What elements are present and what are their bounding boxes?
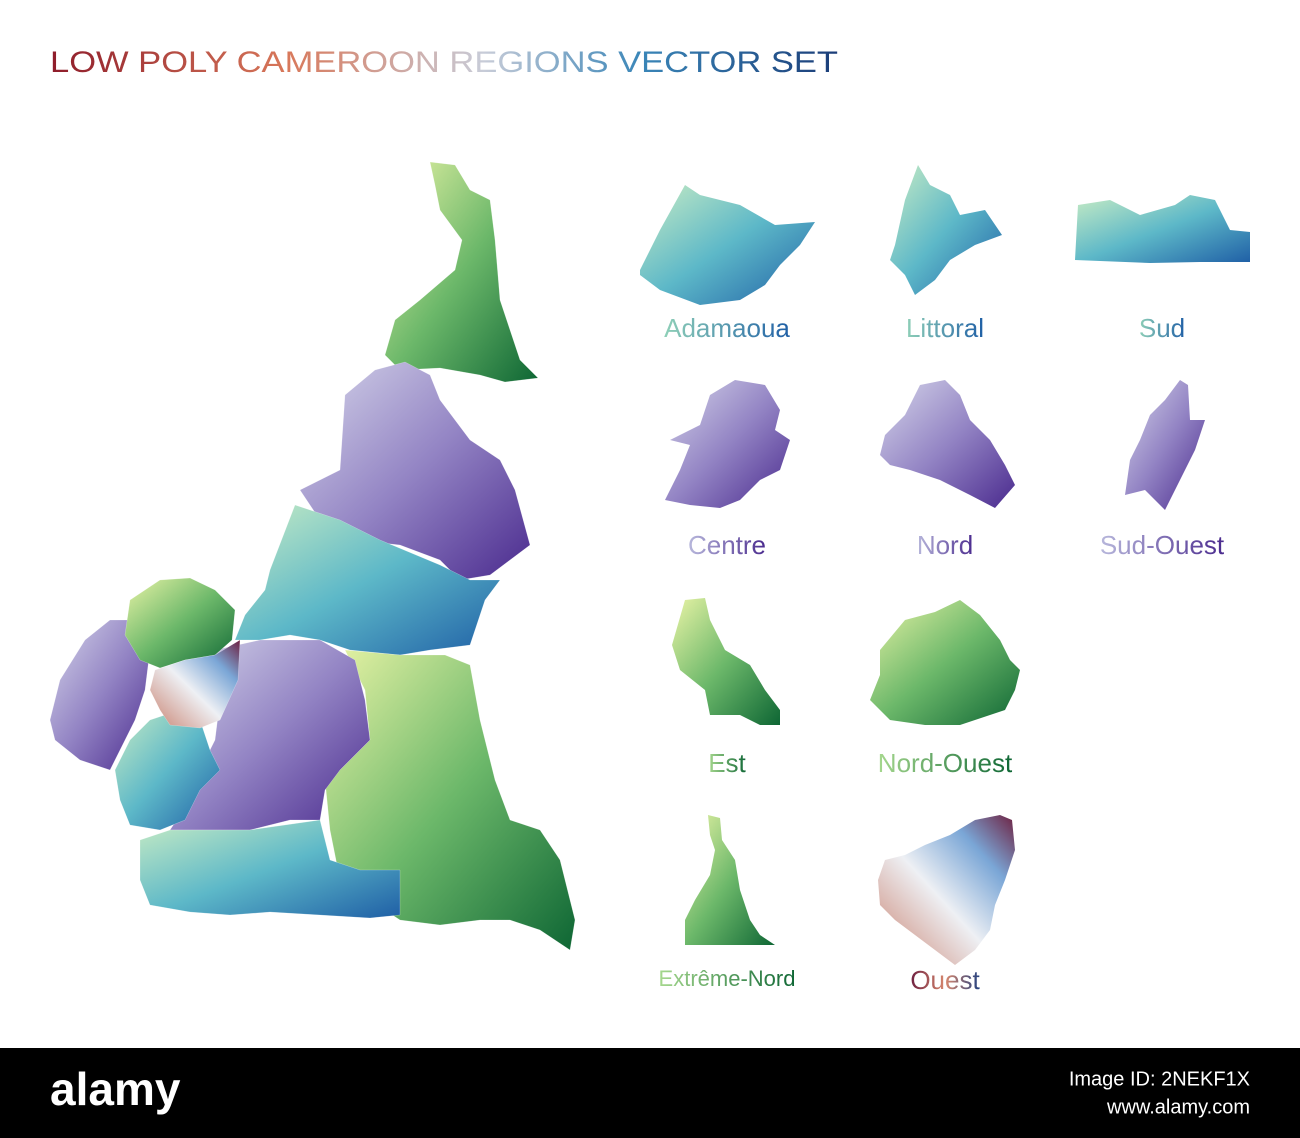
region-set	[640, 165, 1250, 965]
region-shape	[139, 819, 401, 919]
region-label: Sud	[1139, 313, 1185, 343]
region-shape	[672, 598, 780, 725]
region-shape	[685, 815, 775, 945]
region-label: Nord	[917, 530, 973, 560]
region-shape	[1075, 195, 1250, 263]
region-shape	[878, 815, 1015, 965]
region-labels: Adamaoua Littoral Sud Centre Nord Sud-Ou…	[659, 313, 1225, 995]
region-shape	[665, 380, 790, 508]
main-map	[49, 161, 576, 951]
region-shape	[1125, 380, 1205, 510]
region-shape	[890, 165, 1002, 295]
region-shape	[124, 577, 236, 669]
region-shape	[870, 600, 1020, 725]
region-shape	[49, 619, 151, 771]
region-label: Adamaoua	[664, 313, 790, 343]
brand: alamy	[50, 1063, 181, 1115]
region-shape	[384, 161, 539, 383]
region-label: Est	[708, 748, 746, 778]
url: www.alamy.com	[1106, 1096, 1250, 1118]
region-label: Extrême-Nord	[659, 966, 796, 991]
region-shape	[640, 185, 815, 305]
footer-bar	[0, 1048, 1300, 1138]
region-shape	[149, 639, 241, 729]
region-label: Nord-Ouest	[878, 748, 1013, 778]
region-label: Sud-Ouest	[1100, 530, 1225, 560]
region-label: Centre	[688, 530, 766, 560]
region-label: Littoral	[906, 313, 984, 343]
region-label: Ouest	[910, 965, 980, 995]
title: LOW POLY CAMEROON REGIONS VECTOR SET	[50, 46, 838, 79]
region-shape	[114, 709, 221, 831]
footer: alamy Image ID: 2NEKF1X www.alamy.com	[0, 1048, 1300, 1138]
image-id: Image ID: 2NEKF1X	[1069, 1068, 1250, 1090]
region-shape	[880, 380, 1015, 508]
